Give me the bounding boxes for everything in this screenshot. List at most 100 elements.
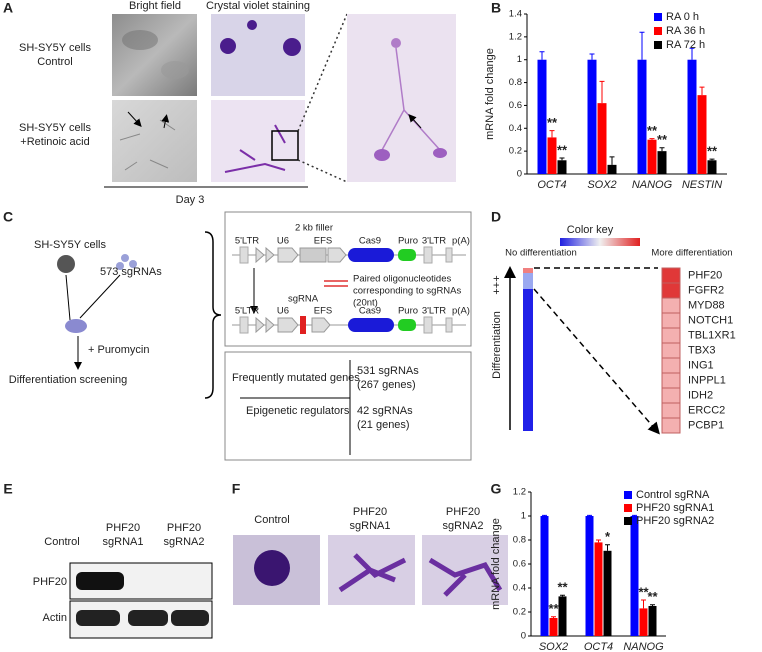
bar bbox=[558, 596, 567, 636]
significance: ** bbox=[657, 132, 668, 147]
table-box bbox=[224, 351, 472, 461]
label: p(A) bbox=[452, 236, 470, 247]
band bbox=[128, 610, 168, 626]
legend-label: RA 0 h bbox=[666, 11, 699, 23]
vector-puro bbox=[398, 249, 416, 261]
bar bbox=[630, 516, 639, 636]
brace bbox=[204, 231, 222, 399]
label: SH-SY5Y cells bbox=[19, 42, 91, 54]
label: 3'LTR bbox=[422, 306, 446, 317]
label: 3'LTR bbox=[422, 236, 446, 247]
label: 5'LTR bbox=[235, 306, 259, 317]
error-bar bbox=[641, 599, 646, 609]
bar bbox=[587, 59, 597, 174]
label: sgRNA1 bbox=[350, 520, 391, 532]
bar bbox=[657, 151, 667, 174]
heat-cell bbox=[661, 327, 681, 344]
heat-cell bbox=[661, 282, 681, 299]
zoom-box bbox=[271, 130, 299, 161]
band bbox=[76, 572, 124, 590]
image-texture bbox=[283, 38, 301, 56]
significance: ** bbox=[547, 115, 558, 130]
y-tick-label: 0.6 bbox=[509, 100, 522, 111]
bar bbox=[648, 606, 657, 636]
legend-label: PHF20 sgRNA1 bbox=[636, 502, 714, 514]
vector-puro bbox=[398, 319, 416, 331]
label: Differentiation screening bbox=[9, 374, 127, 386]
image-texture bbox=[391, 38, 401, 48]
label: G bbox=[491, 481, 502, 497]
significance: * bbox=[605, 529, 611, 544]
y-tick-label: 0.4 bbox=[509, 123, 522, 134]
image-texture bbox=[428, 557, 503, 597]
heat-cell bbox=[661, 417, 681, 434]
bar bbox=[607, 164, 617, 174]
label: Actin bbox=[43, 612, 67, 624]
vector-cas9 bbox=[348, 248, 394, 262]
label: F bbox=[232, 481, 241, 497]
label: +++ bbox=[491, 275, 503, 294]
label: Day 3 bbox=[176, 194, 205, 206]
label: Control bbox=[37, 56, 72, 68]
label: IDH2 bbox=[688, 389, 713, 401]
label: SH-SY5Y cells bbox=[19, 122, 91, 134]
zoom-line bbox=[297, 13, 348, 132]
label: +Retinoic acid bbox=[20, 136, 89, 148]
significance: ** bbox=[647, 123, 658, 138]
x-tick-label: NANOG bbox=[623, 641, 664, 652]
error-bar bbox=[632, 514, 637, 516]
label: Control bbox=[254, 514, 289, 526]
error-bar bbox=[539, 51, 545, 60]
label: mRNA fold change bbox=[490, 518, 502, 610]
heat-cell bbox=[661, 357, 681, 374]
vector-element bbox=[423, 316, 433, 334]
bar bbox=[603, 550, 612, 636]
error-bar bbox=[709, 158, 715, 161]
y-tick-label: 0.6 bbox=[513, 559, 526, 570]
vector-element bbox=[327, 247, 347, 263]
image-bright-field-control bbox=[112, 14, 197, 96]
vector-element bbox=[423, 246, 433, 264]
label: TBL1XR1 bbox=[688, 329, 736, 341]
bar bbox=[639, 608, 648, 636]
connector bbox=[65, 274, 71, 321]
heat-cell bbox=[661, 312, 681, 329]
bar bbox=[557, 160, 567, 174]
panel-f-images bbox=[233, 535, 508, 605]
label: NOTCH1 bbox=[688, 314, 733, 326]
significance: ** bbox=[638, 584, 649, 599]
heat-cell bbox=[661, 267, 681, 284]
label: Bright field bbox=[129, 0, 181, 12]
legend-label: RA 72 h bbox=[666, 39, 705, 51]
error-bar bbox=[689, 47, 695, 60]
label: Cas9 bbox=[359, 306, 381, 317]
label: Crystal violet staining bbox=[206, 0, 310, 12]
label: No differentiation bbox=[505, 248, 577, 259]
label: mRNA fold change bbox=[484, 48, 496, 140]
panel-d-heatmap bbox=[504, 238, 660, 435]
legend-label: RA 36 h bbox=[666, 25, 705, 37]
label: Paired oligonucleotides bbox=[353, 274, 451, 285]
image-texture bbox=[254, 550, 290, 586]
error-bar bbox=[649, 138, 655, 140]
error-bar bbox=[596, 539, 601, 543]
legend-swatch bbox=[654, 13, 662, 21]
label: Puro bbox=[398, 306, 418, 317]
vector-element bbox=[239, 246, 249, 264]
x-tick-label: NESTIN bbox=[682, 179, 722, 191]
error-bar bbox=[549, 130, 555, 138]
legend-label: Control sgRNA bbox=[636, 489, 710, 501]
y-tick-label: 0.8 bbox=[509, 77, 522, 88]
cell-cluster bbox=[57, 255, 75, 273]
error-bar bbox=[609, 156, 615, 165]
label: PHF20 bbox=[106, 522, 140, 534]
image-texture bbox=[220, 38, 236, 54]
bar bbox=[597, 103, 607, 174]
arrow bbox=[127, 111, 142, 127]
error-bar bbox=[551, 616, 556, 618]
y-tick-label: 0 bbox=[517, 169, 522, 180]
label: U6 bbox=[277, 236, 289, 247]
error-bar bbox=[650, 604, 655, 606]
significance: ** bbox=[557, 142, 568, 157]
image-texture bbox=[119, 119, 176, 171]
